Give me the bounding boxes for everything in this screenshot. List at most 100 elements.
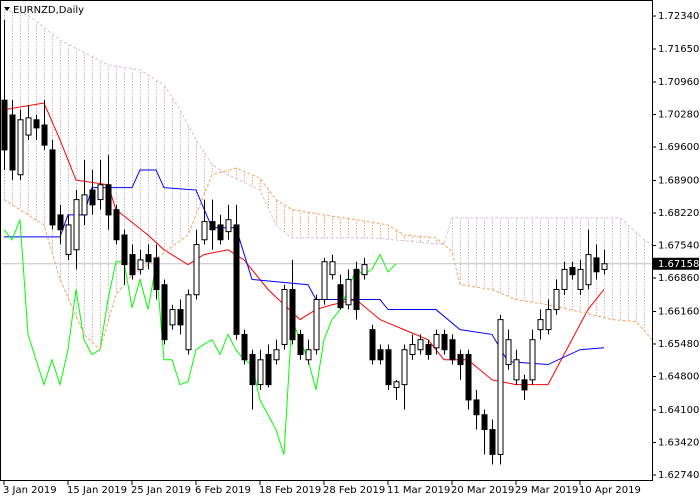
candle-body [425, 343, 432, 356]
candle-body [569, 266, 576, 276]
candle-body [585, 254, 592, 286]
candle-body [57, 214, 64, 231]
x-tick-label: 25 Jan 2019 [131, 485, 191, 496]
x-tick-label: 3 Jan 2019 [3, 485, 57, 496]
candle-body [433, 333, 440, 349]
candle-body [217, 224, 224, 241]
y-tick-label: 1.68900 [658, 175, 699, 186]
candle-body [137, 259, 144, 270]
x-tick-label: 20 Mar 2019 [451, 485, 514, 496]
x-tick-label: 28 Feb 2019 [323, 485, 385, 496]
candle-body [33, 119, 40, 129]
candle-body [345, 278, 352, 306]
candle-body [521, 379, 528, 391]
x-tick-label: 11 Mar 2019 [387, 485, 450, 496]
candle-body [265, 354, 272, 386]
candle-body [473, 399, 480, 416]
candle-body [457, 354, 464, 366]
y-tick-label: 1.70960 [658, 77, 699, 88]
candle-body [401, 349, 408, 386]
candle-body [225, 219, 232, 233]
plot-area [0, 9, 652, 465]
candle-body [49, 149, 56, 226]
candle-body [369, 329, 376, 361]
last-price-label: 1.67158 [658, 259, 699, 270]
candle-body [257, 359, 264, 386]
x-tick-label: 15 Jan 2019 [67, 485, 127, 496]
indicator-line [3, 219, 397, 455]
candle-body [329, 261, 336, 276]
candle-body [129, 254, 136, 276]
candle-body [361, 264, 368, 276]
candle-body [281, 288, 288, 345]
y-tick-label: 1.72340 [658, 11, 699, 22]
candle-body [25, 117, 32, 136]
candle-body [417, 339, 424, 351]
y-tick-label: 1.66160 [658, 306, 699, 317]
candle-body [73, 199, 80, 251]
candle-body [497, 319, 504, 455]
y-tick-label: 1.67540 [658, 240, 699, 251]
y-tick-label: 1.68220 [658, 208, 699, 219]
candle-body [601, 263, 608, 270]
candle-body [353, 268, 360, 311]
plot-frame [0, 0, 653, 481]
candle-body [297, 333, 304, 356]
chart-title: EURNZD,Daily [13, 5, 84, 16]
candle-body [545, 309, 552, 331]
candle-body [17, 119, 24, 176]
candle-body [65, 224, 72, 256]
candle-body [505, 339, 512, 366]
y-tick-label: 1.70280 [658, 110, 699, 121]
candle-body [201, 221, 208, 241]
candle-body [193, 244, 200, 296]
candle-body [441, 333, 448, 351]
symbol-menu-icon[interactable] [4, 7, 10, 11]
indicator-line [3, 102, 605, 386]
y-tick-label: 1.65480 [658, 339, 699, 350]
candle-body [561, 268, 568, 290]
candle-body [41, 124, 48, 146]
last-price-tag [653, 257, 699, 270]
candle-body [241, 333, 248, 361]
candle-body [537, 319, 544, 331]
candle-body [489, 429, 496, 455]
y-tick-label: 1.64800 [658, 371, 699, 382]
x-tick-label: 29 Mar 2019 [515, 485, 578, 496]
y-tick-label: 1.71650 [658, 44, 699, 55]
candle-body [169, 309, 176, 326]
candle-body [1, 99, 8, 151]
candle-body [385, 349, 392, 386]
x-tick-label: 10 Apr 2019 [579, 485, 641, 496]
candle-body [113, 209, 120, 241]
candle-body [337, 284, 344, 309]
candle-body [593, 257, 600, 273]
kumo-bearish [4, 9, 652, 350]
candle-body [153, 257, 160, 290]
candle-body [233, 224, 240, 335]
candle-body [81, 194, 88, 216]
candle-body [249, 354, 256, 386]
x-tick-label: 18 Feb 2019 [259, 485, 321, 496]
candle-body [377, 349, 384, 361]
candle-body [481, 414, 488, 431]
candle-body [449, 339, 456, 361]
y-tick-label: 1.66860 [658, 273, 699, 284]
candle-body [529, 339, 536, 381]
candle-body [121, 234, 128, 266]
candle-body [9, 114, 16, 171]
candle-body [577, 268, 584, 290]
indicator-line [3, 167, 652, 351]
y-tick-label: 1.63420 [658, 437, 699, 448]
indicator-line [3, 9, 652, 246]
x-tick-label: 6 Feb 2019 [195, 485, 251, 496]
candle-body [409, 343, 416, 356]
candle-body [393, 381, 400, 388]
candle-body [273, 349, 280, 361]
y-tick-label: 1.69600 [658, 142, 699, 153]
candle-body [105, 184, 112, 216]
candle-body [305, 349, 312, 361]
candle-body [145, 254, 152, 263]
candle-body [209, 221, 216, 231]
candle-body [313, 299, 320, 351]
